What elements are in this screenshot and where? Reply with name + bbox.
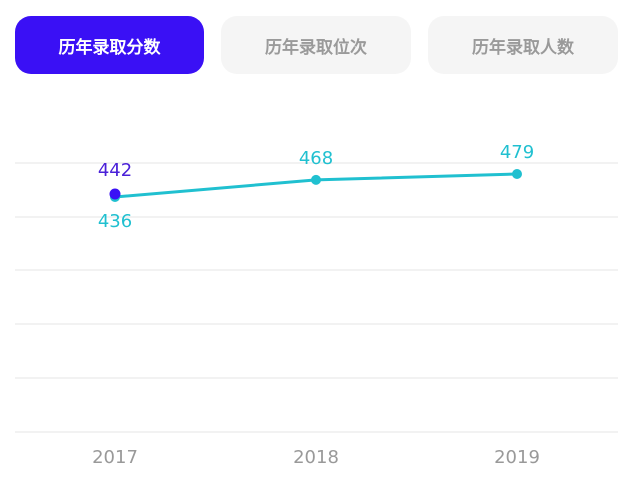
data-label: 468 — [299, 148, 333, 169]
x-tick-label: 2019 — [494, 447, 540, 468]
x-tick-label: 2017 — [92, 447, 138, 468]
data-point[interactable] — [512, 169, 522, 179]
gridlines — [15, 162, 618, 433]
x-axis: 2017 2018 2019 — [92, 447, 540, 468]
data-label: 479 — [500, 142, 534, 163]
series-layer: 436 468 479 442 — [98, 142, 534, 232]
tab-admission-count[interactable]: 历年录取人数 — [428, 16, 618, 74]
tab-admission-rank[interactable]: 历年录取位次 — [221, 16, 411, 74]
data-label: 436 — [98, 211, 132, 232]
data-label: 442 — [98, 160, 132, 181]
tab-admission-scores[interactable]: 历年录取分数 — [15, 16, 204, 74]
x-tick-label: 2018 — [293, 447, 339, 468]
data-point[interactable] — [109, 188, 121, 200]
data-point[interactable] — [311, 174, 321, 185]
